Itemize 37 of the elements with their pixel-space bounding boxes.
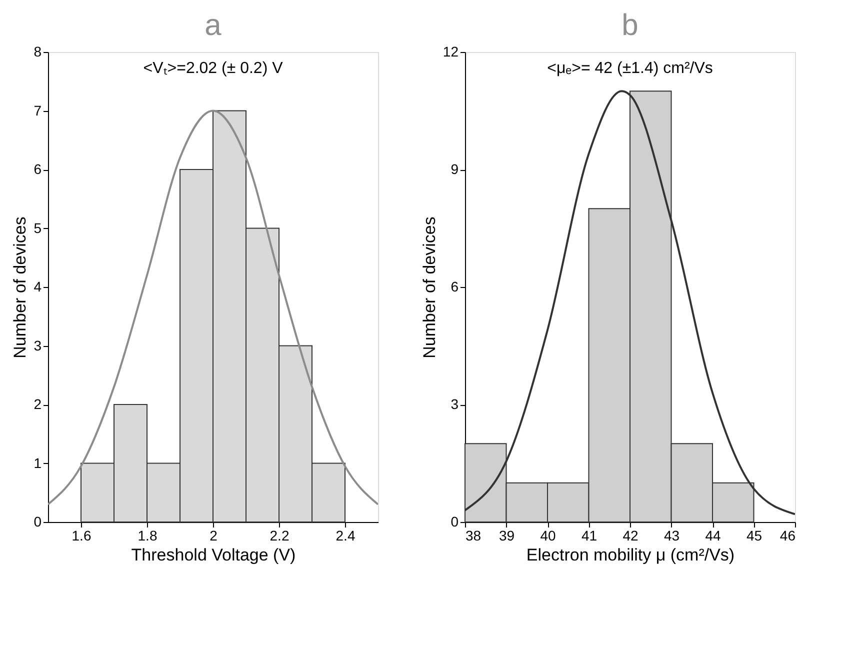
y-tick-label: 0 xyxy=(34,514,42,530)
chart-title: a xyxy=(204,9,222,42)
x-tick-label: 43 xyxy=(664,528,680,544)
y-tick-label: 6 xyxy=(450,278,459,294)
x-axis-title: Threshold Voltage (V) xyxy=(131,546,296,564)
y-axis-title: Number of devices xyxy=(10,216,30,358)
line-series xyxy=(48,110,378,506)
x-tick-label: 41 xyxy=(581,528,598,544)
y-tick-label: 0 xyxy=(450,514,459,530)
x-tick-label: 45 xyxy=(746,528,762,544)
x-tick-label: 40 xyxy=(540,528,556,544)
x-tick-label: 44 xyxy=(705,528,721,544)
x-tick-label: 39 xyxy=(498,528,515,544)
y-tick-label: 12 xyxy=(442,44,459,60)
x-tick-label: 2.4 xyxy=(336,528,356,544)
y-axis-title: Number of devices xyxy=(420,216,439,358)
x-axis-title: Electron mobility μ (cm²/Vs) xyxy=(526,546,735,564)
y-tick-label: 7 xyxy=(34,102,42,118)
chart-title: b xyxy=(622,9,638,42)
x-tick-label: 38 xyxy=(466,528,482,544)
y-tick-label: 6 xyxy=(34,161,42,177)
y-tick-label: 5 xyxy=(34,220,42,236)
x-tick-label: 1.8 xyxy=(138,528,158,544)
y-tick-label: 9 xyxy=(450,161,459,177)
y-tick-label: 8 xyxy=(34,44,42,60)
y-tick-label: 3 xyxy=(450,396,459,412)
annotation: <μₑ>= 42 (±1.4) cm²/Vs xyxy=(547,60,713,77)
y-tick-label: 3 xyxy=(34,337,42,354)
x-tick-label: 2 xyxy=(210,528,218,544)
y-tick-label: 1 xyxy=(34,454,42,471)
y-tick-label: 4 xyxy=(34,278,42,294)
x-tick-label: 42 xyxy=(622,528,638,544)
y-tick-label: 2 xyxy=(34,396,42,412)
x-tick-label: 1.6 xyxy=(72,528,92,544)
annotation: <Vₜ>=2.02 (± 0.2) V xyxy=(143,60,284,77)
x-tick-label: 2.2 xyxy=(270,528,290,544)
x-tick-label: 46 xyxy=(780,528,796,544)
